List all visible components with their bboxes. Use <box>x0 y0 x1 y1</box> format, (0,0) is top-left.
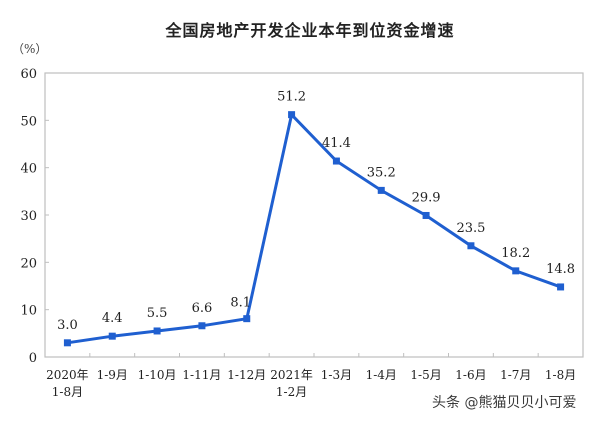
y-tick-label: 50 <box>20 114 37 129</box>
data-point-marker <box>288 111 296 119</box>
data-label: 35.2 <box>367 165 396 180</box>
x-tick-label: 1-4月 <box>366 368 397 382</box>
data-label: 3.0 <box>57 318 78 333</box>
y-tick-label: 20 <box>20 256 37 271</box>
data-label: 4.4 <box>102 311 123 326</box>
data-point-marker <box>108 332 116 340</box>
data-label: 8.1 <box>230 296 251 311</box>
data-point-marker <box>512 267 520 275</box>
data-series <box>63 111 565 347</box>
data-label: 23.5 <box>456 221 485 236</box>
data-point-marker <box>153 327 161 335</box>
svg-text:2021年: 2021年 <box>270 368 313 382</box>
y-tick-label: 40 <box>20 162 37 177</box>
y-axis: 0 10 20 30 40 50 60 <box>20 67 49 366</box>
svg-text:1-3月: 1-3月 <box>321 368 352 382</box>
data-point-marker <box>557 283 565 291</box>
x-tick-label: 2020年 1-8月 <box>46 368 89 399</box>
data-point-marker <box>243 315 251 323</box>
x-tick-label: 1-9月 <box>97 368 128 382</box>
x-tick-label: 1-3月 <box>321 368 352 382</box>
chart-title: 全国房地产开发企业本年到位资金增速 <box>165 21 455 40</box>
data-point-marker <box>377 186 385 194</box>
svg-text:1-8月: 1-8月 <box>52 385 83 399</box>
x-tick-label: 1-12月 <box>227 368 266 382</box>
data-point-marker <box>422 211 430 219</box>
svg-text:1-7月: 1-7月 <box>500 368 531 382</box>
data-point-marker <box>63 339 71 347</box>
data-label: 6.6 <box>192 301 213 316</box>
x-tick-label: 1-6月 <box>455 368 486 382</box>
svg-text:1-8月: 1-8月 <box>545 368 576 382</box>
x-tick-label: 1-11月 <box>182 368 221 382</box>
svg-text:1-5月: 1-5月 <box>410 368 441 382</box>
y-tick-label: 0 <box>29 351 37 366</box>
data-point-marker <box>198 322 206 330</box>
svg-text:1-10月: 1-10月 <box>138 368 177 382</box>
y-tick-label: 60 <box>20 67 37 82</box>
svg-text:1-11月: 1-11月 <box>182 368 221 382</box>
svg-text:1-4月: 1-4月 <box>366 368 397 382</box>
data-label: 18.2 <box>501 246 530 261</box>
watermark: 头条 @熊猫贝贝小可爱 <box>432 395 577 411</box>
svg-text:1-9月: 1-9月 <box>97 368 128 382</box>
plot-border <box>44 72 584 358</box>
y-axis-unit-label: （%） <box>12 42 48 56</box>
data-label: 41.4 <box>322 136 351 151</box>
data-point-marker <box>332 157 340 165</box>
svg-text:1-6月: 1-6月 <box>455 368 486 382</box>
data-label: 14.8 <box>546 262 575 277</box>
series-line <box>67 111 562 345</box>
y-tick-label: 10 <box>20 304 37 319</box>
plot-frame <box>44 72 584 358</box>
data-label: 5.5 <box>147 306 168 321</box>
data-label: 51.2 <box>277 90 306 105</box>
svg-text:1-12月: 1-12月 <box>227 368 266 382</box>
svg-text:2020年: 2020年 <box>46 368 89 382</box>
data-labels: 3.0 4.4 5.5 6.6 8.1 51.2 41.4 35.2 29.9 23.5 18.2 1… <box>57 90 575 333</box>
x-tick-label: 1-8月 <box>545 368 576 382</box>
data-point-marker <box>467 242 475 250</box>
x-tick-label: 2021年 1-2月 <box>270 368 313 399</box>
y-tick-label: 30 <box>20 209 37 224</box>
data-label: 29.9 <box>412 190 441 205</box>
svg-text:1-2月: 1-2月 <box>276 385 307 399</box>
x-tick-label: 1-7月 <box>500 368 531 382</box>
x-tick-label: 1-10月 <box>138 368 177 382</box>
x-axis: 2020年 1-8月 1-9月 1-10月 1-11月 1-12月 2021年 1-2月 1-3… <box>46 353 576 399</box>
x-tick-label: 1-5月 <box>410 368 441 382</box>
